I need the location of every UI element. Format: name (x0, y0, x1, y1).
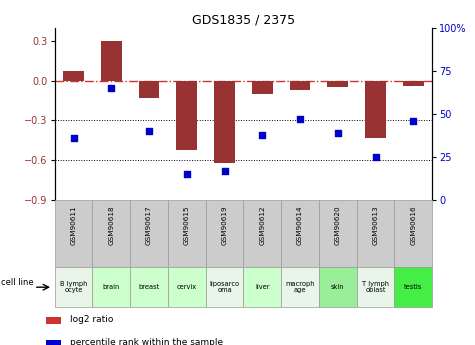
Bar (394, 200, 432, 267)
Bar (55, 267, 92, 307)
Point (258, 132, 266, 137)
Text: testis: testis (404, 284, 422, 290)
Bar (206, 200, 243, 267)
Bar (139, 81, 160, 98)
Bar (130, 200, 168, 267)
Bar (290, 81, 311, 90)
Bar (92, 200, 130, 267)
Point (296, 116, 304, 122)
Bar (46, 317, 61, 324)
Text: breast: breast (138, 284, 160, 290)
Text: GSM90616: GSM90616 (410, 206, 417, 245)
Text: GSM90614: GSM90614 (297, 206, 303, 245)
Bar (92, 267, 130, 307)
Bar (63, 71, 84, 81)
Text: GSM90619: GSM90619 (221, 206, 228, 245)
Bar (252, 81, 273, 94)
Text: GSM90612: GSM90612 (259, 206, 266, 245)
Text: cervix: cervix (177, 284, 197, 290)
Text: GSM90618: GSM90618 (108, 206, 114, 245)
Bar (176, 81, 197, 150)
Text: cell line: cell line (1, 278, 34, 287)
Text: B lymph
ocyte: B lymph ocyte (60, 281, 87, 294)
Bar (403, 81, 424, 86)
Bar (206, 267, 243, 307)
Bar (168, 267, 206, 307)
Title: GDS1835 / 2375: GDS1835 / 2375 (192, 13, 295, 27)
Bar (243, 200, 281, 267)
Bar (55, 200, 92, 267)
Text: skin: skin (331, 284, 344, 290)
Point (334, 130, 342, 136)
Bar (243, 267, 281, 307)
Point (183, 171, 190, 177)
Text: GSM90615: GSM90615 (184, 206, 190, 245)
Bar (357, 200, 394, 267)
Bar (394, 267, 432, 307)
Point (145, 128, 153, 134)
Text: GSM90617: GSM90617 (146, 206, 152, 245)
Text: GSM90611: GSM90611 (70, 206, 76, 245)
Point (409, 118, 417, 124)
Text: T lymph
oblast: T lymph oblast (362, 281, 389, 294)
Point (372, 154, 380, 160)
Text: GSM90613: GSM90613 (372, 206, 379, 245)
Bar (365, 81, 386, 138)
Point (70, 135, 77, 141)
Bar (319, 200, 357, 267)
Bar (46, 340, 61, 345)
Bar (319, 267, 357, 307)
Bar (101, 41, 122, 81)
Bar (130, 267, 168, 307)
Text: liver: liver (255, 284, 270, 290)
Bar (327, 81, 348, 87)
Text: macroph
age: macroph age (285, 281, 315, 294)
Bar (357, 267, 394, 307)
Text: liposarco
oma: liposarco oma (209, 281, 239, 294)
Text: percentile rank within the sample: percentile rank within the sample (70, 338, 223, 345)
Text: brain: brain (103, 284, 120, 290)
Text: GSM90620: GSM90620 (335, 206, 341, 245)
Bar (281, 267, 319, 307)
Bar (214, 81, 235, 163)
Text: log2 ratio: log2 ratio (70, 315, 113, 324)
Point (107, 85, 115, 91)
Bar (168, 200, 206, 267)
Point (221, 168, 228, 174)
Bar (281, 200, 319, 267)
